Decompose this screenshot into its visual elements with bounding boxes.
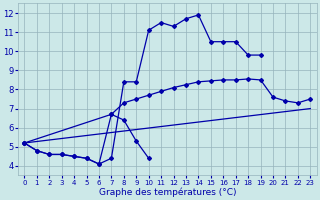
X-axis label: Graphe des températures (°C): Graphe des températures (°C): [99, 187, 236, 197]
